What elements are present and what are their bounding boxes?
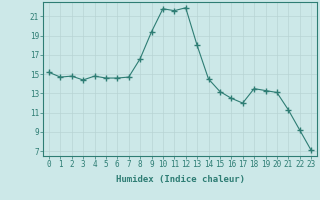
X-axis label: Humidex (Indice chaleur): Humidex (Indice chaleur) <box>116 175 244 184</box>
